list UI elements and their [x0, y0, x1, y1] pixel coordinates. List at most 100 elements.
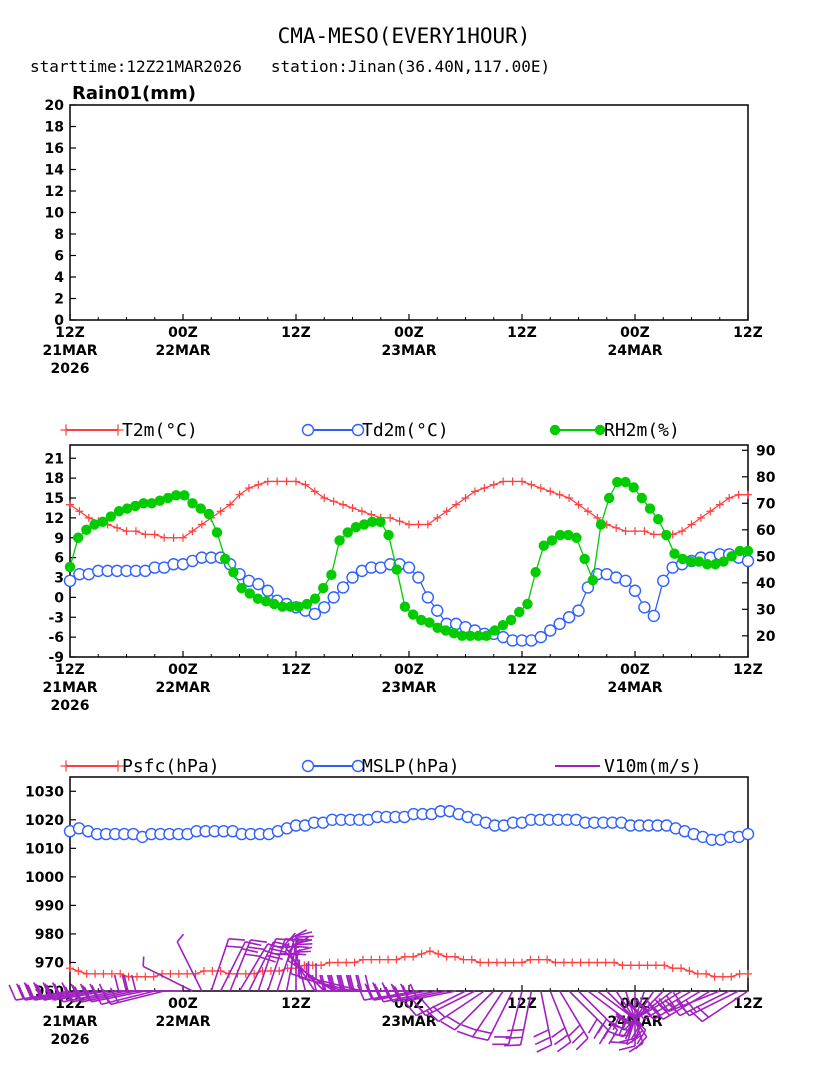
pres-y-label: 1020 — [25, 813, 64, 829]
humidity-right-axis: 20 30 40 50 60 70 80 90 — [742, 443, 776, 645]
data-point — [693, 969, 702, 978]
temp-y-label: 18 — [45, 471, 64, 487]
barb-feather — [567, 1024, 581, 1038]
barb-feather — [615, 1012, 630, 1025]
pres-y-label: 1030 — [25, 784, 64, 800]
pressure-panel: Psfc(hPa)MSLP(hPa)V10m(m/s) 960970980990… — [8, 756, 763, 1053]
data-point — [342, 527, 353, 538]
data-point — [386, 513, 395, 522]
data-point — [121, 503, 133, 514]
barb-shaft — [701, 990, 749, 1023]
wind-barb — [678, 990, 739, 1017]
data-point — [414, 520, 423, 529]
barb-shaft — [401, 990, 457, 1003]
data-point — [620, 476, 631, 488]
data-point — [536, 484, 545, 493]
data-point — [499, 477, 508, 486]
temp-x-label: 12Z — [507, 662, 537, 678]
data-point — [252, 577, 265, 591]
psfchpa-series — [66, 947, 752, 981]
barb-feather — [575, 1037, 589, 1051]
td2mc-series — [63, 548, 755, 647]
data-point — [473, 630, 484, 641]
barb-shaft — [540, 990, 553, 1046]
data-point — [174, 969, 183, 978]
data-point — [399, 601, 411, 612]
barb-feather — [46, 984, 55, 1001]
barb-shaft — [248, 941, 275, 992]
data-point — [640, 527, 649, 536]
data-point — [702, 969, 711, 978]
data-point — [308, 607, 322, 621]
data-point — [282, 477, 291, 486]
data-point — [409, 952, 418, 961]
psfc-legend-marker — [60, 760, 72, 772]
data-point — [179, 490, 190, 501]
data-point — [358, 955, 367, 964]
barb-feather — [556, 1041, 572, 1053]
data-point — [329, 497, 338, 506]
rain-y-label: 16 — [45, 141, 64, 157]
data-point — [91, 969, 100, 978]
data-point — [621, 527, 630, 536]
barb-feather — [461, 1024, 478, 1032]
data-point — [508, 477, 517, 486]
temp-x-label: 00Z — [620, 662, 650, 678]
barb-shaft — [176, 941, 203, 992]
data-point — [442, 952, 451, 961]
data-point — [572, 604, 585, 617]
data-point — [334, 535, 345, 546]
data-point — [489, 625, 500, 636]
temp-x-date: 23MAR — [381, 680, 436, 696]
temp-y-label: 9 — [54, 531, 64, 547]
barb-feather — [366, 984, 375, 1001]
barb-feather — [295, 931, 313, 937]
data-point — [574, 500, 583, 509]
pres-y-label: 1010 — [25, 841, 64, 857]
barb-feather — [471, 1035, 489, 1041]
wind-barb — [229, 939, 267, 992]
rain-plot-frame — [69, 104, 749, 321]
barb-feather — [421, 999, 434, 1013]
data-point — [576, 958, 585, 967]
barb-feather — [672, 991, 684, 1007]
temp-x-label: 12Z — [733, 662, 763, 678]
wind-barb — [440, 990, 495, 1031]
barb-shaft — [257, 938, 277, 992]
temp-x-year: 2026 — [51, 698, 90, 714]
data-point — [661, 529, 672, 541]
barb-feather — [658, 997, 670, 1012]
barb-feather — [273, 941, 290, 947]
barb-feather — [372, 982, 381, 998]
barb-feather — [445, 1015, 461, 1026]
data-point — [710, 972, 719, 981]
rain-panel: Rain01(mm) 0 2 4 6 8 10 12 14 16 18 20 12Z 21MAR 202… — [42, 83, 762, 377]
barb-feather — [320, 974, 327, 992]
mslp-legend-marker — [301, 759, 315, 773]
data-point — [734, 545, 746, 557]
mslp-legend-label: MSLP(hPa) — [362, 756, 460, 777]
data-point — [199, 967, 208, 976]
rh-y-label: 60 — [756, 523, 776, 539]
data-point — [301, 480, 310, 489]
barb-feather — [102, 989, 112, 1005]
barb-feather — [349, 974, 355, 992]
barb-feather — [400, 983, 409, 1000]
data-point — [601, 958, 610, 967]
pres-y-label: 990 — [35, 898, 64, 914]
data-point — [571, 532, 582, 543]
rain-y-label: 10 — [45, 206, 65, 222]
data-point — [657, 574, 670, 588]
barb-feather — [62, 985, 72, 1001]
barb-feather — [226, 945, 243, 949]
data-point — [492, 958, 501, 967]
data-point — [534, 630, 548, 644]
data-point — [643, 961, 652, 970]
barb-feather — [297, 935, 314, 938]
barb-feather — [64, 986, 74, 1003]
data-point — [565, 494, 574, 502]
barb-feather — [618, 1037, 636, 1044]
barb-feather — [121, 974, 128, 992]
rain-x-label: 12Z — [55, 325, 85, 341]
